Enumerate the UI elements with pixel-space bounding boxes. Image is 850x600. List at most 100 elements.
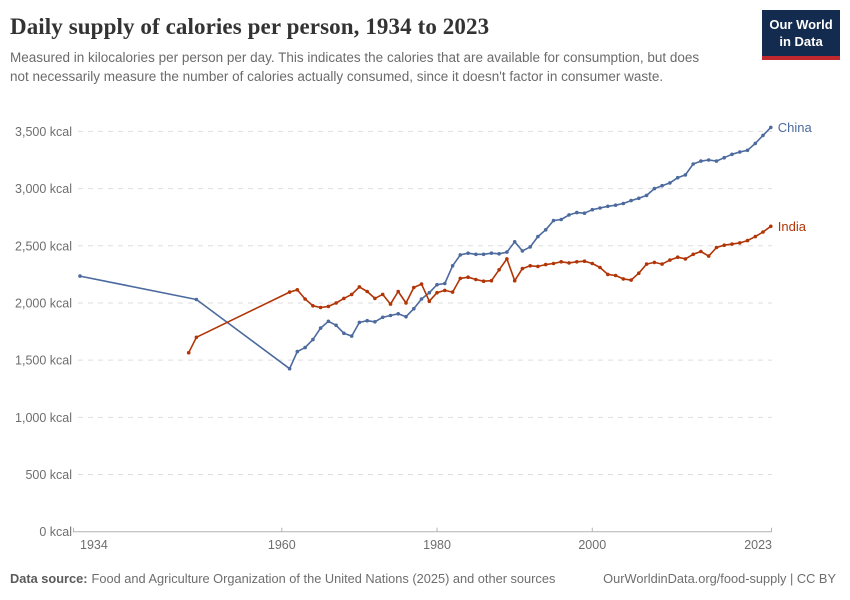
data-point-china bbox=[590, 207, 595, 212]
series-line-india bbox=[187, 225, 772, 354]
data-point-china bbox=[575, 210, 579, 215]
data-point-india bbox=[652, 260, 657, 265]
data-point-china bbox=[520, 249, 525, 253]
y-tick-label-0: 0 kcal bbox=[39, 525, 72, 539]
chart-footer: Data source: Food and Agriculture Organiz… bbox=[10, 571, 836, 586]
data-point-china bbox=[303, 345, 307, 350]
data-point-china bbox=[497, 252, 501, 256]
data-point-india bbox=[427, 299, 432, 303]
data-point-china bbox=[761, 133, 765, 138]
data-point-india bbox=[349, 292, 354, 297]
data-point-china bbox=[730, 152, 734, 157]
owid-logo: Our World in Data bbox=[762, 10, 840, 60]
data-point-china bbox=[466, 251, 470, 255]
data-point-india bbox=[466, 275, 470, 279]
data-point-china bbox=[629, 198, 633, 203]
x-tick-label-1960: 1960 bbox=[268, 538, 296, 552]
data-point-china bbox=[373, 320, 377, 324]
datasource-label: Data source: bbox=[10, 571, 88, 586]
data-point-china bbox=[435, 282, 439, 287]
data-point-india bbox=[528, 264, 532, 268]
logo-line-1: Our World bbox=[769, 17, 833, 32]
data-point-india bbox=[505, 257, 509, 261]
data-point-china bbox=[543, 228, 548, 232]
data-point-china bbox=[644, 193, 649, 198]
data-point-india bbox=[575, 260, 579, 264]
data-point-india bbox=[606, 272, 610, 277]
data-point-india bbox=[342, 296, 346, 301]
datasource-text: Food and Agriculture Organization of the… bbox=[91, 571, 556, 586]
data-point-china bbox=[551, 218, 556, 223]
chart-canvas: 0 kcal 500 kcal 1,000 kcal 1,500 kcal 2,000 … bbox=[15, 120, 813, 552]
data-point-india bbox=[287, 290, 292, 294]
data-point-india bbox=[629, 278, 633, 282]
data-point-india bbox=[512, 278, 517, 283]
data-point-india bbox=[621, 277, 626, 281]
data-point-india bbox=[474, 277, 478, 282]
data-point-china bbox=[769, 125, 773, 130]
data-point-china bbox=[342, 331, 346, 336]
data-point-india bbox=[761, 230, 765, 234]
data-point-china bbox=[318, 326, 323, 330]
data-point-china bbox=[412, 306, 416, 311]
data-point-india bbox=[567, 261, 571, 265]
data-point-china bbox=[388, 313, 393, 318]
data-point-india bbox=[419, 282, 424, 286]
x-tick-label-2023: 2023 bbox=[744, 538, 772, 552]
data-point-india bbox=[753, 234, 758, 239]
data-point-india bbox=[311, 304, 315, 308]
data-point-india bbox=[613, 273, 618, 278]
data-point-china bbox=[194, 297, 199, 302]
x-tick-label-1980: 1980 bbox=[423, 538, 451, 552]
data-point-india bbox=[637, 271, 641, 275]
data-point-china bbox=[396, 312, 401, 316]
chart-title: Daily supply of calories per person, 193… bbox=[10, 14, 490, 39]
data-point-china bbox=[311, 337, 315, 342]
data-point-china bbox=[745, 148, 750, 153]
data-point-china bbox=[567, 213, 571, 217]
data-point-india bbox=[497, 268, 501, 272]
data-point-china bbox=[706, 158, 711, 162]
data-point-china bbox=[450, 264, 455, 268]
data-point-china bbox=[613, 203, 618, 207]
data-point-china bbox=[357, 320, 362, 325]
data-point-china bbox=[753, 141, 758, 146]
data-point-china bbox=[512, 240, 517, 244]
data-point-china bbox=[404, 314, 408, 319]
data-point-china bbox=[675, 175, 680, 180]
data-point-india bbox=[598, 265, 602, 270]
data-point-china bbox=[683, 173, 688, 177]
data-point-china bbox=[536, 234, 540, 239]
chart-subtitle: Measured in kilocalories per person per … bbox=[10, 50, 700, 85]
data-point-india bbox=[435, 290, 439, 295]
data-point-china bbox=[481, 252, 486, 257]
data-point-china bbox=[668, 181, 672, 185]
data-point-china bbox=[606, 204, 610, 209]
data-point-india bbox=[373, 296, 377, 301]
data-point-india bbox=[551, 261, 556, 266]
data-point-china bbox=[699, 159, 703, 163]
data-point-india bbox=[668, 258, 672, 262]
data-point-china bbox=[691, 162, 695, 166]
x-tick-label-2000: 2000 bbox=[578, 538, 606, 552]
data-point-china bbox=[505, 250, 509, 254]
data-point-china bbox=[637, 196, 641, 201]
data-point-china bbox=[528, 245, 532, 249]
data-point-china bbox=[443, 281, 447, 286]
data-point-india bbox=[412, 285, 416, 290]
datasource: Data source: Food and Agriculture Organiz… bbox=[10, 571, 555, 586]
data-point-india bbox=[380, 292, 385, 297]
series-line-china bbox=[79, 126, 772, 370]
data-point-india bbox=[738, 241, 742, 245]
data-point-china bbox=[427, 290, 432, 295]
data-point-india bbox=[660, 262, 664, 266]
y-tick-label-2000: 2,000 kcal bbox=[15, 296, 72, 310]
data-point-india bbox=[559, 260, 563, 264]
data-point-india bbox=[295, 288, 300, 292]
data-point-china bbox=[621, 201, 626, 206]
y-tick-label-2500: 2,500 kcal bbox=[15, 239, 72, 253]
data-point-india bbox=[481, 279, 486, 283]
data-point-china bbox=[660, 183, 664, 188]
data-point-india bbox=[450, 290, 455, 294]
data-point-india bbox=[714, 245, 719, 250]
